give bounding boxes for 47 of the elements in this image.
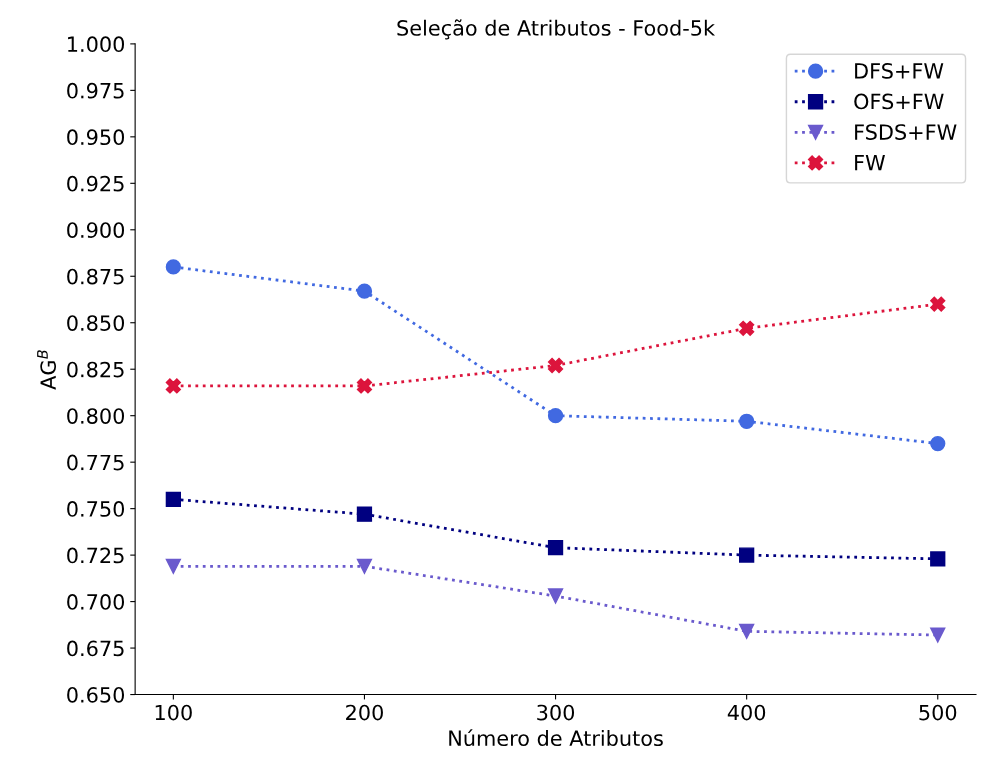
y-tick-label: 0.825: [67, 361, 124, 378]
point: [739, 413, 755, 429]
x-axis-title: Número de Atributos: [449, 729, 663, 747]
y-tick-label: 0.800: [67, 408, 125, 424]
y-tick-label: 0.775: [67, 454, 124, 471]
y-tick-label: 0.700: [67, 594, 125, 610]
point: [165, 491, 181, 507]
chart-title: Seleção de Atributos - Food-5k: [397, 19, 716, 40]
point: [930, 296, 946, 312]
point: [547, 540, 564, 556]
point: [930, 627, 946, 643]
y-tick-label: 0.900: [67, 222, 125, 238]
legend-label: DFS+FW: [855, 63, 944, 79]
point: [165, 558, 181, 574]
point: [356, 558, 373, 574]
point: [739, 320, 755, 336]
legend-label: FSDS+FW: [855, 124, 957, 140]
x-tick-label: 400: [727, 704, 766, 721]
y-tick-label: 0.975: [67, 82, 124, 99]
y-tick-label: 1.000: [68, 36, 125, 53]
y-tick-label: 0.675: [67, 640, 124, 657]
y-tick-label: 0.950: [67, 129, 125, 146]
point: [356, 378, 373, 394]
point: [547, 357, 564, 374]
point: [165, 378, 181, 394]
y-tick-label: 0.875: [67, 268, 124, 285]
point: [739, 547, 755, 563]
y-tick-label: 0.850: [67, 315, 125, 331]
point: [356, 506, 373, 522]
legend-label: FW: [855, 155, 885, 171]
point: [930, 435, 946, 452]
point: [356, 283, 373, 299]
x-tick-label: 200: [346, 704, 383, 721]
x-tick-label: 500: [919, 704, 957, 721]
y-axis-title: AG$^{B}$: [37, 350, 57, 390]
point: [547, 588, 564, 604]
point: [165, 259, 181, 275]
y-tick-label: 0.725: [67, 547, 124, 564]
x-tick-label: 300: [537, 704, 575, 721]
point: [547, 408, 564, 424]
point: [930, 551, 946, 567]
y-tick-label: 0.925: [67, 175, 124, 192]
point: [739, 623, 755, 639]
legend-label: OFS+FW: [854, 93, 944, 110]
x-tick-label: 100: [155, 704, 192, 721]
y-tick-label: 0.650: [67, 686, 125, 703]
y-tick-label: 0.750: [67, 501, 125, 517]
